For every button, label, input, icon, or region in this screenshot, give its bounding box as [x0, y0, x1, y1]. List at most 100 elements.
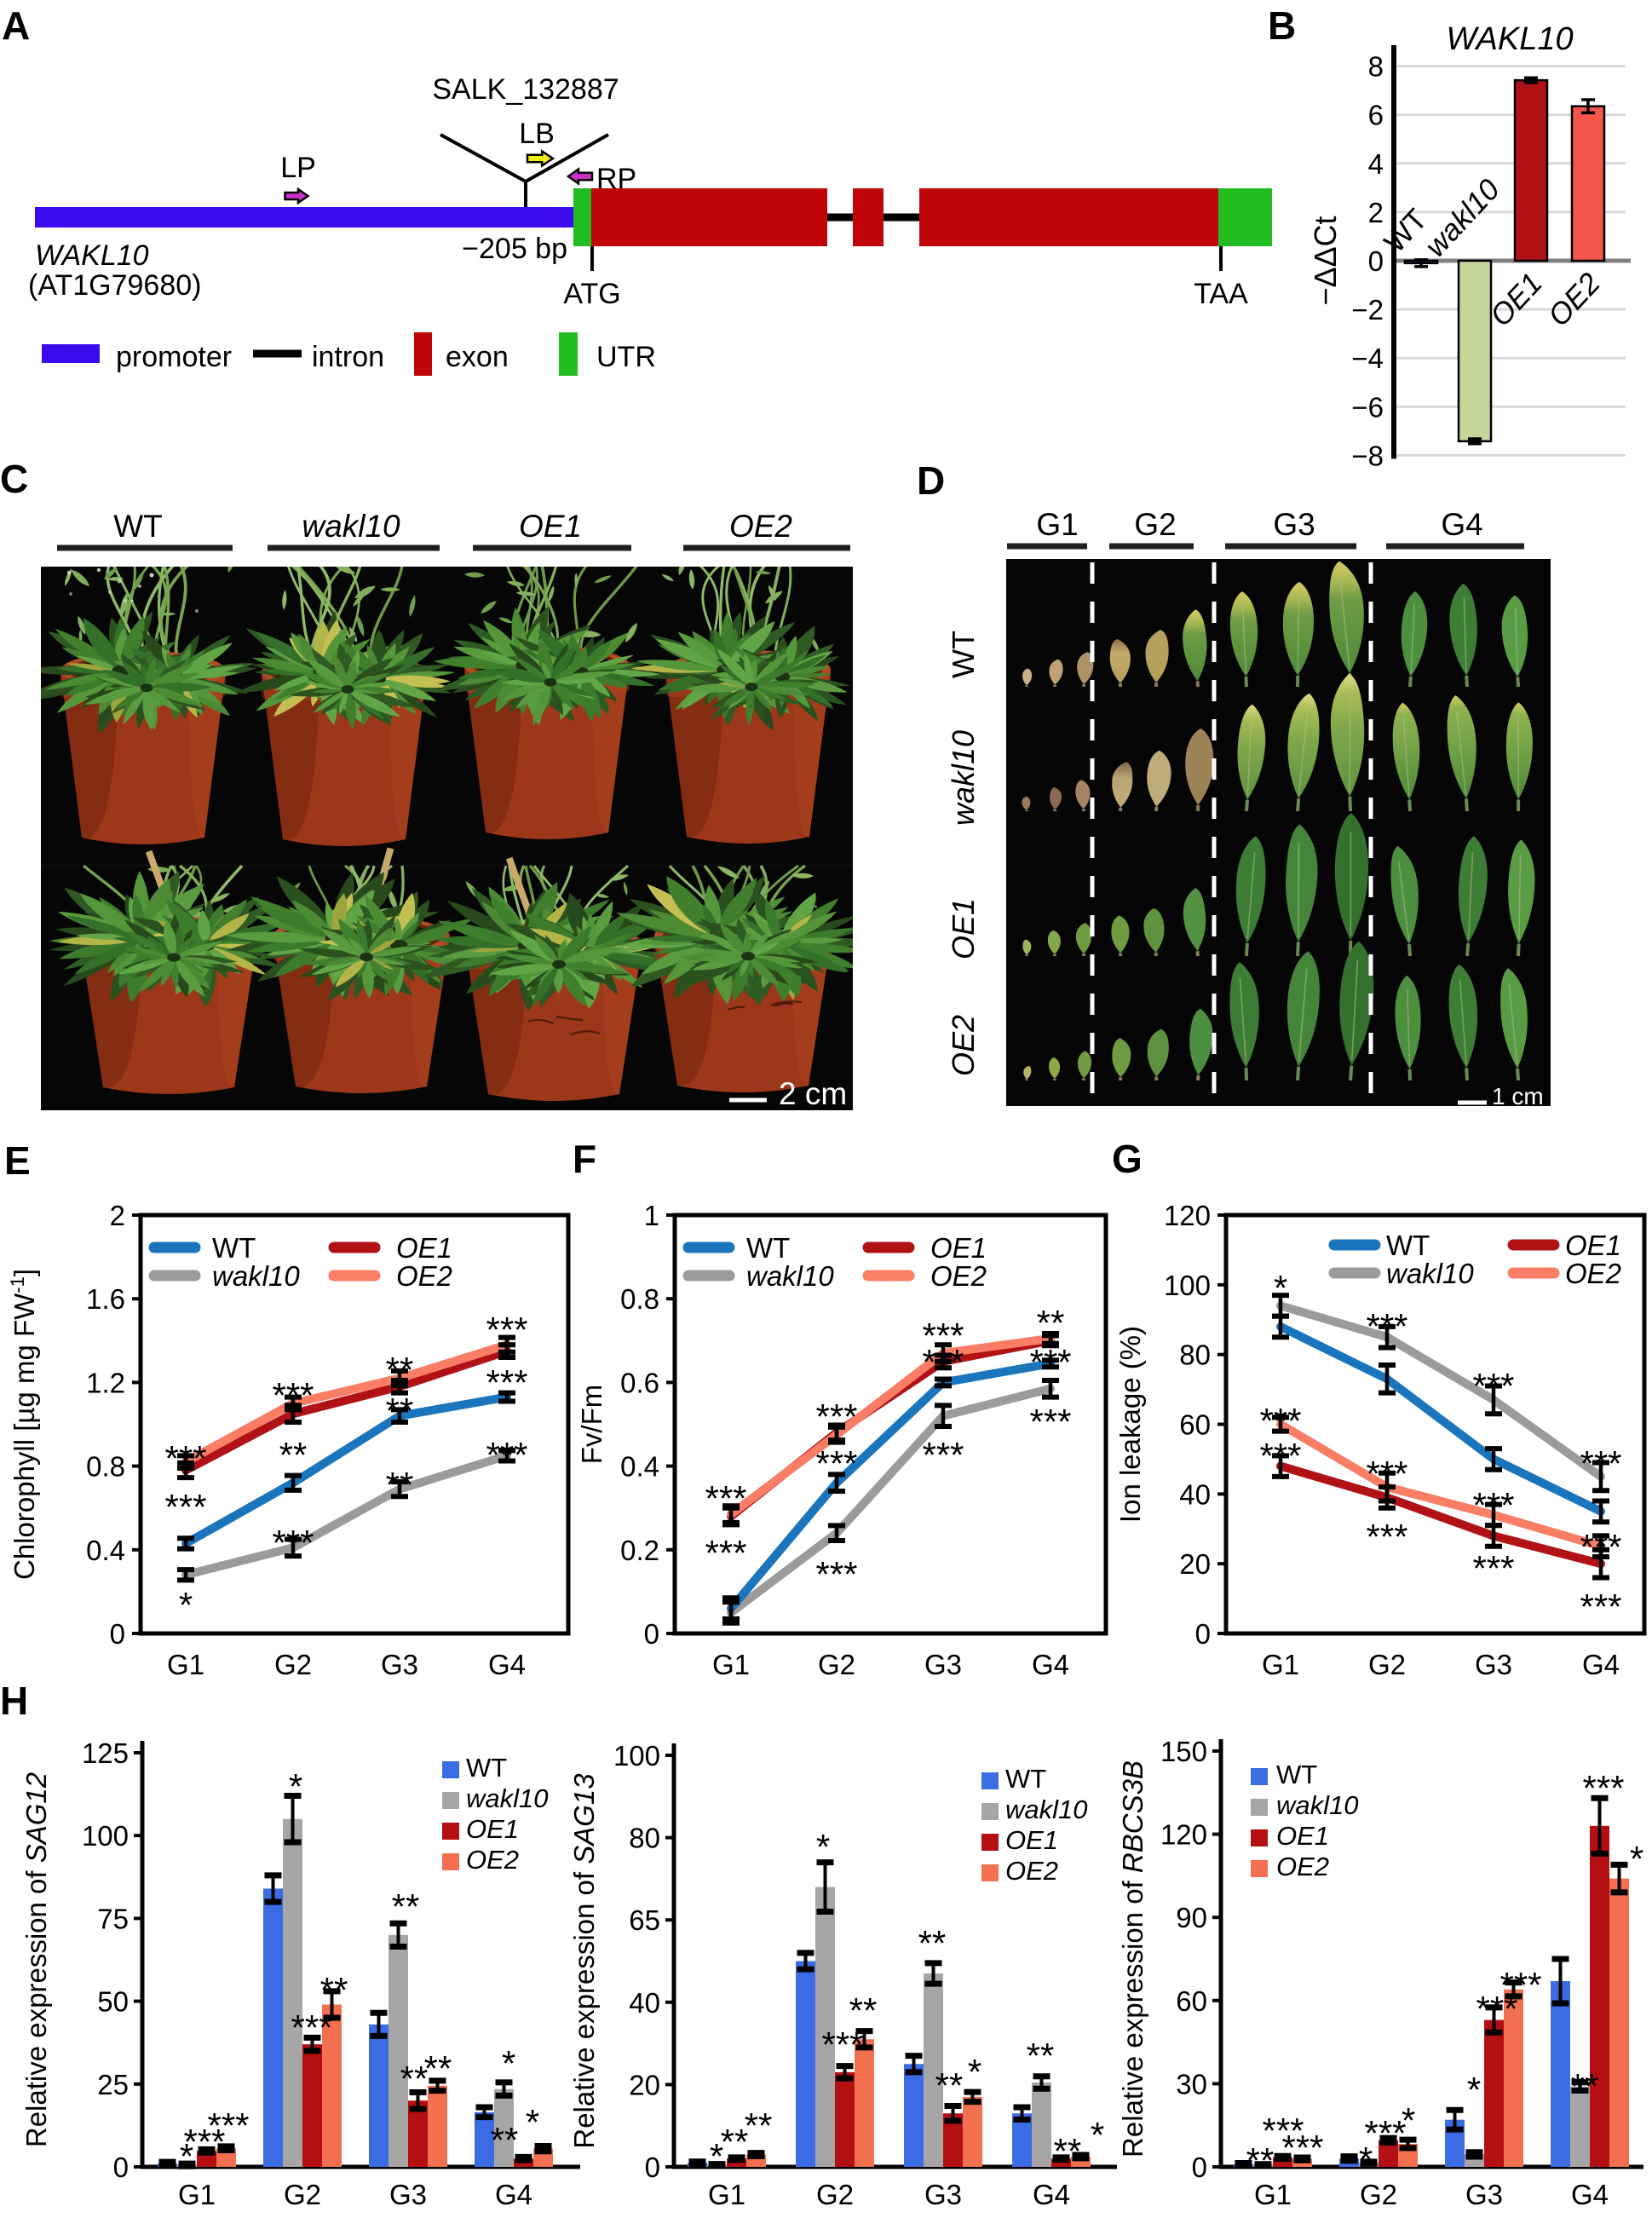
svg-text:0.8: 0.8: [86, 1451, 125, 1483]
svg-text:65: 65: [629, 1904, 660, 1936]
svg-text:Relative expression of SAG13: Relative expression of SAG13: [568, 1773, 600, 2149]
svg-text:***: ***: [922, 1316, 964, 1356]
svg-text:***: ***: [1262, 2111, 1304, 2151]
svg-text:100: 100: [613, 1740, 660, 1772]
svg-text:***: ***: [1472, 1366, 1514, 1406]
svg-text:OE1: OE1: [466, 1814, 519, 1844]
svg-text:***: ***: [1364, 2113, 1406, 2153]
svg-text:G4: G4: [1032, 1649, 1069, 1680]
svg-text:**: **: [1027, 2036, 1055, 2076]
svg-text:**: **: [386, 1465, 414, 1505]
svg-text:−8: −8: [1351, 440, 1384, 471]
svg-text:**: **: [424, 2048, 452, 2088]
svg-text:G3: G3: [389, 2179, 427, 2210]
svg-text:G1: G1: [167, 1649, 204, 1680]
svg-text:G4: G4: [1033, 2179, 1070, 2210]
svg-text:WAKL10: WAKL10: [35, 239, 149, 272]
svg-text:promoter: promoter: [116, 341, 232, 373]
svg-text:***: ***: [1499, 1965, 1541, 2005]
svg-text:OE2: OE2: [1276, 1852, 1329, 1881]
svg-text:G4: G4: [1582, 1649, 1620, 1680]
svg-text:Relative expression of RBCS3B: Relative expression of RBCS3B: [1117, 1760, 1148, 2158]
svg-text:0.6: 0.6: [620, 1367, 659, 1398]
svg-text:D: D: [917, 458, 945, 503]
svg-text:50: 50: [97, 1986, 129, 2018]
svg-text:***: ***: [1029, 1342, 1071, 1382]
svg-text:***: ***: [291, 2008, 332, 2048]
svg-text:2: 2: [1368, 197, 1384, 228]
svg-text:WT: WT: [466, 1753, 507, 1783]
svg-text:G2: G2: [818, 1649, 855, 1680]
svg-text:***: ***: [486, 1310, 527, 1350]
svg-text:(AT1G79680): (AT1G79680): [28, 269, 201, 302]
svg-text:60: 60: [1176, 1985, 1207, 2017]
svg-text:***: ***: [1029, 1402, 1071, 1442]
svg-text:0: 0: [1368, 245, 1384, 277]
svg-text:OE1: OE1: [1565, 1230, 1621, 1261]
svg-text:*: *: [1274, 1268, 1287, 1308]
svg-text:**: **: [491, 2120, 519, 2160]
svg-text:LB: LB: [519, 118, 555, 150]
svg-text:intron: intron: [312, 341, 384, 373]
svg-text:***: ***: [815, 1554, 857, 1594]
svg-text:wakl10: wakl10: [1276, 1790, 1359, 1820]
svg-text:E: E: [4, 1138, 31, 1183]
svg-text:G: G: [1112, 1137, 1143, 1181]
svg-text:***: ***: [1580, 1443, 1621, 1483]
svg-text:0: 0: [1195, 1618, 1211, 1650]
svg-text:80: 80: [1179, 1339, 1211, 1371]
svg-text:***: ***: [1366, 1306, 1407, 1346]
svg-text:80: 80: [629, 1823, 660, 1854]
svg-text:***: ***: [1582, 1768, 1624, 1808]
svg-text:B: B: [1268, 3, 1296, 48]
svg-text:wakl10: wakl10: [466, 1783, 549, 1813]
svg-text:***: ***: [164, 1438, 206, 1478]
svg-text:100: 100: [82, 1820, 129, 1852]
svg-text:OE1: OE1: [396, 1232, 452, 1264]
svg-text:***: ***: [922, 1342, 964, 1382]
svg-text:40: 40: [629, 1987, 660, 2019]
svg-text:G4: G4: [495, 2179, 532, 2210]
svg-text:125: 125: [82, 1737, 129, 1769]
svg-text:−6: −6: [1351, 391, 1384, 423]
svg-text:Chlorophyll [µg mg FW-1]: Chlorophyll [µg mg FW-1]: [7, 1269, 41, 1580]
svg-text:***: ***: [272, 1375, 314, 1415]
svg-text:**: **: [935, 2065, 964, 2106]
svg-text:***: ***: [486, 1435, 527, 1475]
svg-text:G3: G3: [924, 1649, 962, 1680]
svg-text:OE2: OE2: [1565, 1258, 1621, 1289]
svg-text:***: ***: [1472, 1548, 1514, 1588]
svg-text:G3: G3: [1273, 507, 1315, 542]
svg-text:OE1: OE1: [1276, 1821, 1329, 1851]
svg-text:60: 60: [1179, 1409, 1211, 1441]
svg-text:0: 0: [644, 1618, 659, 1650]
svg-text:**: **: [1037, 1303, 1065, 1343]
svg-text:120: 120: [1160, 1819, 1207, 1851]
svg-text:H: H: [0, 1679, 28, 1723]
svg-text:G2: G2: [1360, 2179, 1397, 2210]
svg-text:RP: RP: [596, 163, 636, 195]
svg-text:wakl10: wakl10: [946, 730, 981, 826]
svg-text:***: ***: [1476, 1989, 1517, 2029]
svg-text:100: 100: [1164, 1270, 1211, 1301]
svg-text:*: *: [816, 1827, 830, 1867]
svg-text:wakl10: wakl10: [302, 509, 400, 544]
svg-text:OE2: OE2: [729, 509, 792, 544]
svg-text:G2: G2: [1134, 507, 1176, 542]
svg-text:75: 75: [97, 1903, 129, 1934]
svg-text:*: *: [180, 2136, 193, 2176]
svg-text:SALK_132887: SALK_132887: [432, 73, 619, 106]
svg-text:***: ***: [1366, 1454, 1407, 1494]
svg-text:**: **: [745, 2106, 773, 2146]
svg-text:G4: G4: [1571, 2179, 1609, 2210]
svg-text:G2: G2: [274, 1649, 312, 1680]
svg-text:UTR: UTR: [596, 341, 656, 373]
svg-text:*: *: [289, 1766, 302, 1806]
svg-text:*: *: [1091, 2115, 1104, 2155]
svg-text:***: ***: [1281, 2128, 1323, 2168]
svg-text:2: 2: [110, 1200, 125, 1231]
svg-text:G1: G1: [1036, 507, 1078, 542]
svg-text:***: ***: [705, 1533, 746, 1573]
svg-text:0: 0: [110, 1618, 125, 1650]
svg-text:G2: G2: [1368, 1649, 1406, 1680]
